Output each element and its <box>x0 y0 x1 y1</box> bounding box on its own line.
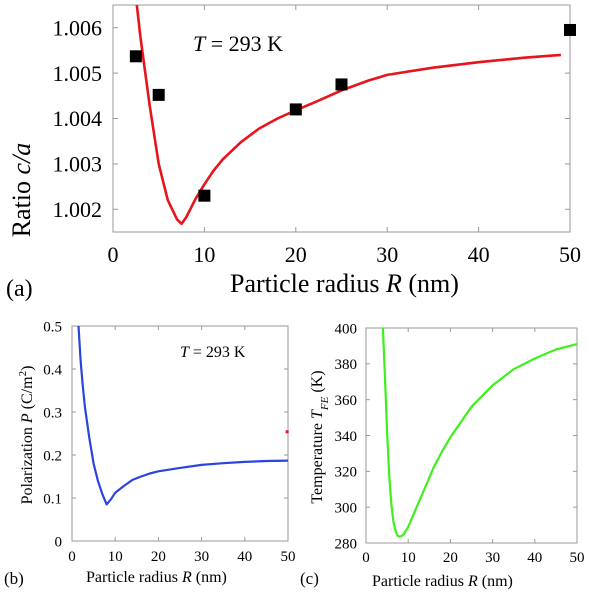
x-tick-label: 50 <box>559 242 581 267</box>
x-tick-label: 40 <box>237 549 252 565</box>
data-point-a <box>129 50 142 63</box>
y-axis-label-c: Temperature TFE (K) <box>309 370 331 503</box>
x-axis-label-a-unit: (nm) <box>402 269 459 298</box>
y-axis-label-a: Ratio c/a <box>7 143 36 238</box>
x-axis-label-a: Particle radius R (nm) <box>230 269 459 298</box>
y-tick-label: 0 <box>55 534 63 550</box>
x-axis-label-c: Particle radius R (nm) <box>372 573 513 590</box>
plot-frame-a <box>112 4 571 233</box>
annotation-b-text: = 293 K <box>189 344 246 361</box>
x-axis-label-c-unit: (nm) <box>478 573 513 590</box>
chart-panel-a: 0 10 20 30 40 50 1.002 1.003 1.004 1.005 1.006 T =… <box>6 4 581 302</box>
y-axis-label-b-sup: 2 <box>17 371 29 377</box>
chart-panel-c: 0 10 20 30 40 50 280 300 320 340 360 380 400 Particl… <box>300 321 585 590</box>
x-tick-label: 10 <box>401 550 416 566</box>
y-tick-label: 1.002 <box>53 197 103 222</box>
y-tick-label: 0.3 <box>43 405 62 421</box>
y-tick-label: 400 <box>335 321 358 337</box>
series-line-a <box>135 5 561 226</box>
data-point-a <box>198 189 211 202</box>
plot-frame-b <box>71 325 289 542</box>
annotation-a: T = 293 K <box>193 31 283 56</box>
x-axis-label-b-unit: (nm) <box>192 569 227 586</box>
annotation-b-symbol: T <box>180 344 190 361</box>
x-tick-label: 40 <box>468 242 490 267</box>
data-point-a <box>335 78 348 91</box>
series-line-c <box>381 328 577 538</box>
y-axis-label-b-text: Polarization <box>19 423 36 504</box>
x-tick-label: 0 <box>68 549 76 565</box>
plot-border-b <box>71 325 289 542</box>
plot-frame-c <box>365 327 578 544</box>
y-tick-label: 1.005 <box>53 61 103 86</box>
x-tick-label: 20 <box>285 242 307 267</box>
plot-border-a <box>112 4 571 233</box>
x-tick-label: 40 <box>527 550 542 566</box>
panel-label-b: (b) <box>4 569 24 588</box>
y-tick-label: 1.006 <box>53 15 103 40</box>
ticks-c: 0 10 20 30 40 50 280 300 320 340 360 380 400 <box>335 321 585 566</box>
plot-border-c <box>365 327 578 544</box>
panel-label-c: (c) <box>300 569 319 588</box>
x-tick-label: 0 <box>108 242 119 267</box>
x-axis-label-b: Particle radius R (nm) <box>86 569 227 586</box>
y-axis-label-b-unit: (C/m <box>19 376 36 413</box>
x-tick-label: 10 <box>193 242 215 267</box>
y-axis-label-b: Polarization P (C/m2) <box>17 366 36 505</box>
x-axis-label-b-symbol: R <box>181 569 192 586</box>
y-tick-label: 320 <box>335 465 358 481</box>
series-c <box>381 328 577 538</box>
data-point-b <box>285 430 289 434</box>
y-tick-label: 360 <box>335 393 358 409</box>
x-tick-label: 0 <box>362 550 370 566</box>
y-axis-label-c-symbol: T <box>309 409 326 419</box>
x-axis-label-c-text: Particle radius <box>372 573 468 590</box>
y-tick-label: 1.003 <box>53 152 103 177</box>
y-tick-label: 0.4 <box>43 362 62 378</box>
y-axis-label-c-sub: FE <box>319 396 331 411</box>
x-tick-label: 10 <box>108 549 123 565</box>
series-line-b <box>77 326 288 506</box>
x-tick-label: 30 <box>485 550 500 566</box>
y-axis-label-b-close: ) <box>19 366 36 371</box>
y-tick-label: 0.5 <box>43 319 62 335</box>
y-tick-label: 340 <box>335 429 358 445</box>
x-tick-label: 50 <box>281 549 296 565</box>
y-tick-label: 1.004 <box>53 106 103 131</box>
y-tick-label: 0.1 <box>43 491 62 507</box>
ticks-b: 0 10 20 30 40 50 0 0.1 0.2 0.3 0.4 0.5 <box>43 319 295 565</box>
data-point-a <box>564 23 576 36</box>
x-tick-label: 30 <box>376 242 398 267</box>
chart-panel-b: 0 10 20 30 40 50 0 0.1 0.2 0.3 0.4 0.5 T = 293 K Pa… <box>4 319 296 588</box>
annotation-a-symbol: T <box>193 31 207 56</box>
series-b <box>77 326 289 506</box>
x-tick-label: 50 <box>570 550 585 566</box>
x-axis-label-a-symbol: R <box>385 269 402 298</box>
x-tick-label: 20 <box>443 550 458 566</box>
y-axis-label-b-symbol: P <box>19 413 36 424</box>
ticks-a: 0 10 20 30 40 50 1.002 1.003 1.004 1.005 1.006 <box>53 5 581 267</box>
annotation-a-text: = 293 K <box>205 31 283 56</box>
data-point-a <box>152 88 165 101</box>
x-axis-label-a-text: Particle radius <box>230 269 386 298</box>
y-tick-label: 280 <box>335 536 358 552</box>
y-axis-label-a-text: Ratio <box>7 174 36 237</box>
x-axis-label-b-text: Particle radius <box>86 569 182 586</box>
y-axis-label-c-text: Temperature <box>309 419 326 504</box>
x-tick-label: 20 <box>151 549 166 565</box>
x-axis-label-c-symbol: R <box>467 573 478 590</box>
panel-label-a: (a) <box>6 276 33 302</box>
x-tick-label: 30 <box>194 549 209 565</box>
series-a <box>129 5 576 226</box>
y-tick-label: 300 <box>335 500 358 516</box>
y-axis-label-c-unit: (K) <box>309 370 326 396</box>
annotation-b: T = 293 K <box>180 344 246 361</box>
data-point-a <box>289 103 302 116</box>
y-tick-label: 0.2 <box>43 448 62 464</box>
y-axis-label-a-symbol: c/a <box>7 143 36 175</box>
y-tick-label: 380 <box>335 357 358 373</box>
